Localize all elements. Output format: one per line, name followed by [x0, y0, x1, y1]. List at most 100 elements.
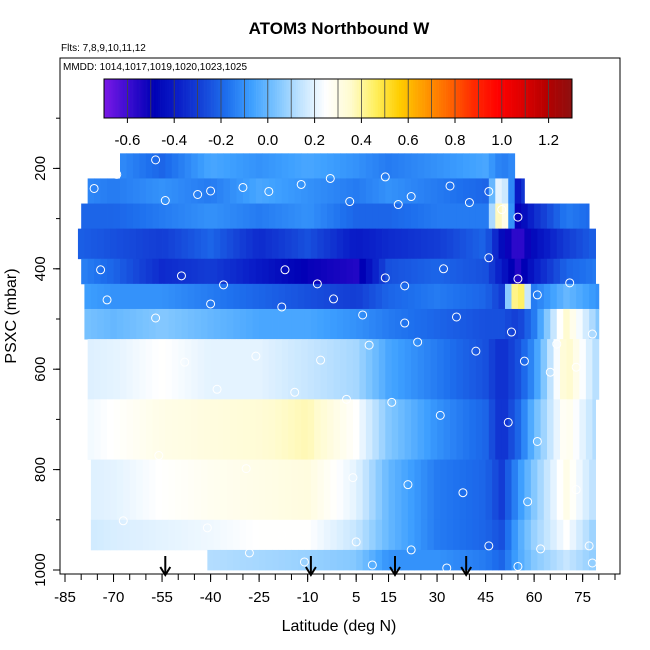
heatmap-cell — [171, 178, 179, 204]
colorbar-swatch — [106, 79, 109, 118]
heatmap-cell — [275, 258, 283, 285]
heatmap-cell — [220, 519, 228, 551]
colorbar-swatch — [129, 79, 133, 118]
colorbar-swatch — [307, 79, 311, 118]
heatmap-cell — [178, 178, 186, 204]
heatmap-cell — [492, 459, 499, 521]
heatmap-cell — [417, 178, 425, 204]
heatmap-cell — [268, 178, 276, 204]
heatmap-cell — [110, 228, 118, 260]
heatmap-cell — [252, 519, 260, 551]
heatmap-cell — [349, 519, 357, 551]
heatmap-cell — [158, 399, 166, 460]
heatmap-cell — [103, 228, 111, 260]
colorbar-swatch — [246, 79, 250, 118]
sample-point — [277, 302, 287, 312]
heatmap-cell — [582, 549, 590, 571]
heatmap-cell — [77, 228, 85, 260]
heatmap-cell — [488, 339, 496, 400]
heatmap-cell — [278, 228, 286, 260]
colorbar-swatch — [239, 79, 243, 118]
heatmap-cell — [356, 549, 364, 571]
colorbar-swatch — [483, 79, 486, 118]
heatmap-cell — [417, 258, 425, 285]
heatmap-cell — [479, 283, 486, 310]
heatmap-cell — [226, 308, 234, 340]
colorbar-swatch — [312, 79, 315, 118]
colorbar-swatch — [511, 79, 514, 118]
colorbar-swatch — [515, 79, 519, 118]
heatmap-cell — [498, 519, 506, 551]
colorbar-swatch — [263, 79, 266, 118]
heatmap-cell — [407, 519, 415, 551]
colorbar-swatch — [108, 79, 112, 118]
heatmap-cell — [152, 399, 160, 460]
colorbar-swatch — [506, 79, 510, 118]
heatmap-cell — [110, 283, 118, 310]
heatmap-cell — [424, 399, 431, 460]
heatmap-cell — [285, 459, 292, 521]
colorbar-swatch — [543, 79, 547, 118]
heatmap-cell — [576, 283, 584, 310]
colorbar-swatch — [305, 79, 308, 118]
heatmap-cell — [492, 283, 499, 310]
heatmap-cell — [427, 459, 435, 521]
sample-point — [219, 280, 229, 290]
heatmap-cell — [440, 459, 448, 521]
colorbar-swatch — [464, 79, 467, 118]
heatmap-cell — [456, 153, 464, 179]
sample-point — [532, 436, 542, 446]
heatmap-cell — [407, 549, 415, 571]
heatmap-cell — [320, 203, 328, 230]
sample-point — [348, 473, 358, 483]
heatmap-cell — [233, 459, 241, 521]
heatmap-cell — [294, 203, 302, 230]
heatmap-cell — [268, 203, 276, 230]
y-tick-label: 400 — [32, 256, 49, 281]
heatmap-cell — [395, 283, 402, 310]
heatmap-cell — [340, 203, 347, 230]
heatmap-cell — [479, 459, 486, 521]
heatmap-cell — [404, 153, 412, 179]
heatmap-cell — [165, 339, 173, 400]
heatmap-cell — [395, 459, 402, 521]
heatmap-cell — [488, 178, 496, 204]
colorbar-swatch — [419, 79, 423, 118]
heatmap-cell — [255, 178, 263, 204]
heatmap-cell — [469, 153, 477, 179]
heatmap-cell — [569, 459, 577, 521]
heatmap-cell — [265, 308, 273, 340]
heatmap-cell — [155, 283, 163, 310]
colorbar-swatch — [497, 79, 500, 118]
heatmap-cell — [372, 153, 380, 179]
heatmap-cell — [272, 308, 279, 340]
heatmap-cell — [139, 399, 147, 460]
heatmap-cell — [162, 308, 169, 340]
heatmap-cell — [589, 549, 596, 571]
colorbar-swatch — [396, 79, 400, 118]
heatmap-cell — [424, 153, 431, 179]
heatmap-cell — [217, 339, 224, 400]
sample-point — [96, 265, 106, 275]
sample-point — [503, 417, 513, 427]
heatmap-cell — [505, 459, 512, 521]
heatmap-cell — [239, 459, 247, 521]
heatmap-cell — [320, 258, 328, 285]
heatmap-cell — [475, 399, 483, 460]
heatmap-cell — [582, 228, 590, 260]
heatmap-cell — [365, 178, 373, 204]
colorbar-swatch — [548, 79, 552, 118]
heatmap-cell — [304, 519, 312, 551]
heatmap-cell — [404, 203, 412, 230]
heatmap-cell — [223, 339, 231, 400]
heatmap-cell — [187, 228, 195, 260]
heatmap-cell — [330, 308, 338, 340]
heatmap-cell — [252, 549, 260, 571]
heatmap-cell — [375, 228, 383, 260]
heatmap-cell — [239, 519, 247, 551]
heatmap-cell — [395, 549, 402, 571]
heatmap-cell — [378, 258, 386, 285]
heatmap-cell — [556, 519, 564, 551]
heatmap-cell — [437, 153, 444, 179]
heatmap-cell — [498, 283, 506, 310]
